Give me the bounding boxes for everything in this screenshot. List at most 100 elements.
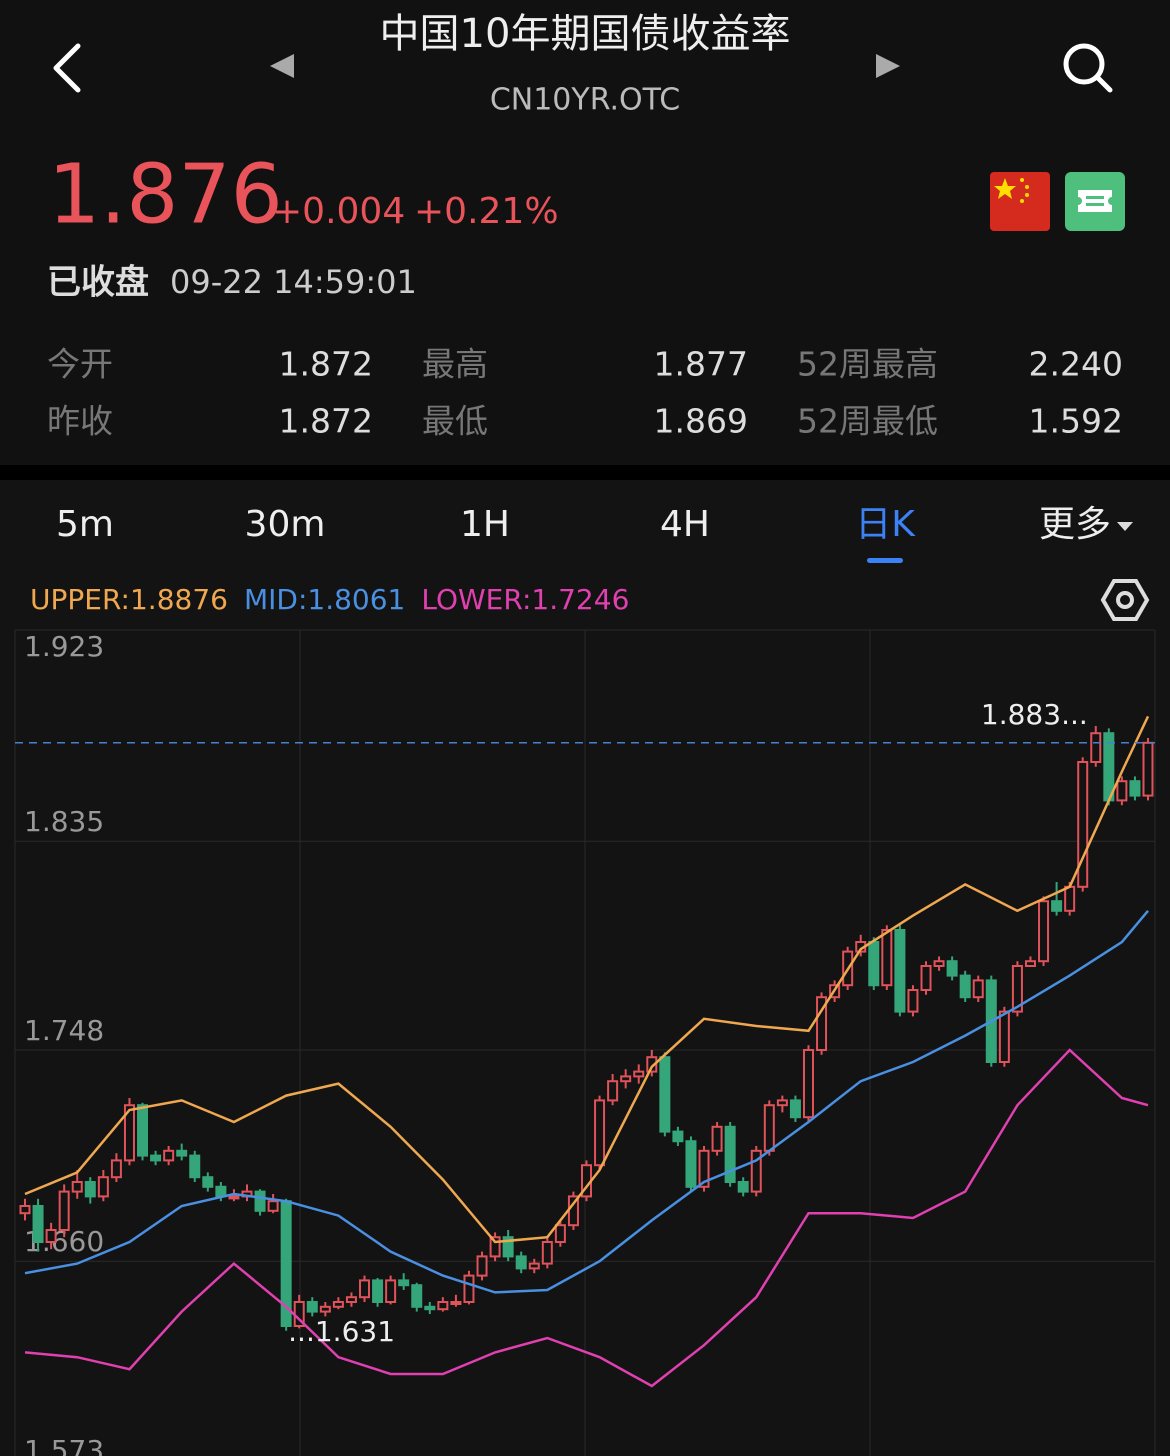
candle-body [554, 1224, 566, 1243]
candle-body [411, 1284, 423, 1308]
candle-body [659, 1056, 671, 1133]
ticket-icon[interactable] [1065, 172, 1125, 231]
candle-body [737, 1181, 749, 1193]
candle-body [789, 1099, 801, 1119]
period-tab[interactable]: 日K [855, 504, 916, 545]
search-button[interactable] [1063, 43, 1113, 93]
band-line [24, 715, 1150, 1244]
candle-body [1024, 960, 1036, 968]
stat-label: 最低 [422, 402, 488, 441]
flag-icon [990, 172, 1050, 231]
stat-label: 52周最高 [797, 345, 938, 384]
indicator-label: UPPER:1.8876 [30, 583, 228, 616]
candle-body [137, 1104, 149, 1157]
candle-body [345, 1296, 357, 1303]
candle-body [123, 1104, 135, 1162]
band-line [24, 1048, 1149, 1388]
candle-body [306, 1301, 318, 1313]
candle-body [372, 1279, 384, 1304]
candle-body [254, 1190, 266, 1212]
candle-body [332, 1301, 344, 1308]
candle-body [763, 1104, 775, 1152]
candle-body [1064, 885, 1076, 912]
candle-body [19, 1205, 31, 1215]
candle-body [816, 996, 828, 1052]
period-tab[interactable]: 5m [56, 504, 114, 545]
stat-value: 2.240 [1029, 345, 1123, 384]
title: 中国10年期国债收益率 [380, 11, 791, 57]
candle-body [685, 1140, 697, 1188]
candle-body [515, 1255, 527, 1270]
candle-body [1011, 965, 1023, 1013]
stat-label: 52周最低 [797, 402, 938, 441]
stat-value: 1.869 [654, 402, 748, 441]
candle-body [319, 1305, 331, 1313]
candle-body [1116, 780, 1128, 802]
candle-body [84, 1181, 96, 1198]
candle-body [633, 1070, 645, 1078]
candle-body [620, 1075, 632, 1083]
tab-indicator [867, 558, 903, 563]
stat-value: 1.872 [279, 402, 373, 441]
candle-body [45, 1229, 57, 1243]
candle-body [110, 1159, 122, 1179]
period-tab[interactable]: 4H [660, 504, 710, 545]
candle-body [881, 929, 893, 987]
next-button[interactable] [876, 54, 900, 78]
indicator-label: LOWER:1.7246 [421, 583, 629, 616]
candle-body [359, 1279, 371, 1299]
candle-body [933, 960, 945, 968]
candle-body [502, 1236, 514, 1258]
candle-body [972, 979, 984, 999]
candle-body [437, 1301, 449, 1311]
stat-value: 1.877 [654, 345, 748, 384]
y-tick-label: 1.748 [24, 1014, 104, 1047]
symbol: CN10YR.OTC [490, 83, 680, 118]
candle-body [894, 929, 906, 1013]
stat-label: 最高 [422, 345, 488, 384]
candle-body [163, 1149, 175, 1162]
candle-body [698, 1149, 710, 1188]
candle-body [489, 1236, 501, 1258]
stat-value: 1.592 [1029, 402, 1123, 441]
candle-body [672, 1130, 684, 1143]
settings-button[interactable] [1100, 579, 1150, 621]
candle-body [528, 1262, 540, 1270]
stat-value: 1.872 [279, 345, 373, 384]
candle-body [215, 1185, 227, 1198]
candle-body [476, 1255, 488, 1277]
candle-body [202, 1176, 214, 1188]
candle-body [228, 1195, 240, 1200]
band-line [24, 909, 1149, 1294]
y-tick-label: 1.835 [24, 805, 104, 838]
candle-body [424, 1305, 436, 1311]
candle-body [58, 1190, 70, 1231]
candle-body [998, 1010, 1010, 1063]
stat-label: 昨收 [47, 402, 113, 441]
candle-body [1129, 780, 1141, 797]
candle-body [959, 974, 971, 999]
period-tab[interactable]: 更多 [1039, 504, 1111, 545]
back-button[interactable] [53, 43, 81, 93]
stat-label: 今开 [47, 345, 113, 384]
period-tab[interactable]: 30m [245, 504, 326, 545]
change: +0.004 [272, 191, 405, 232]
candle-body [802, 1049, 814, 1119]
candle-body [1077, 761, 1089, 888]
candle-body [450, 1301, 462, 1305]
candle-body [946, 960, 958, 977]
candle-body [32, 1205, 44, 1243]
candle-body [607, 1080, 619, 1102]
indicator-label: MID:1.8061 [244, 583, 405, 616]
candle-body [724, 1125, 736, 1184]
period-tab[interactable]: 1H [460, 504, 510, 545]
candle-body [750, 1149, 762, 1193]
candle-body [711, 1125, 723, 1152]
candle-body [868, 941, 880, 987]
y-tick-label: 1.573 [24, 1434, 104, 1456]
candle-body [398, 1279, 410, 1287]
prev-button[interactable] [270, 54, 294, 78]
price: 1.876 [48, 147, 283, 242]
